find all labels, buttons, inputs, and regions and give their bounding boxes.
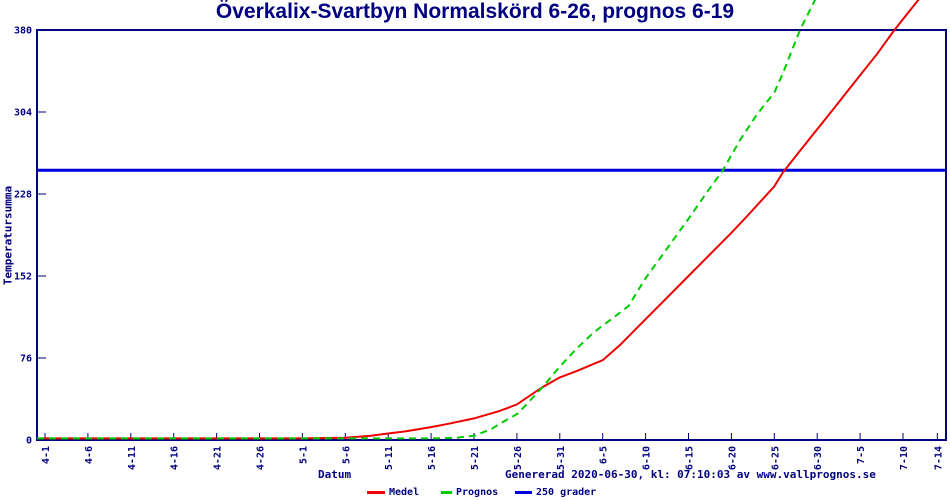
x-tick-label: 6-20 (727, 446, 738, 470)
x-tick-label: 5-11 (384, 446, 395, 470)
legend-item-medel: Medel (367, 487, 419, 498)
x-tick-label: 6-25 (770, 446, 781, 470)
x-tick-label: 6-15 (685, 446, 696, 470)
legend-label-medel: Medel (389, 487, 420, 498)
y-tick-label: 304 (14, 108, 32, 119)
legend-label-grader: 250 grader (536, 487, 597, 498)
x-tick-label: 4-1 (41, 446, 52, 464)
x-tick-label: 7-14 (933, 446, 944, 470)
generated-timestamp: Genererad 2020-06-30, kl: 07:10:03 av ww… (505, 468, 876, 481)
x-tick-label: 6-5 (599, 446, 610, 464)
x-tick-label: 4-16 (170, 446, 181, 470)
x-tick-label: 4-6 (84, 446, 95, 464)
medel-legend-line (367, 491, 385, 494)
x-tick-label: 5-21 (470, 446, 481, 470)
grader-legend-line (515, 491, 532, 494)
x-tick-label: 4-21 (213, 446, 224, 470)
x-tick-label: 7-10 (899, 446, 910, 470)
x-tick-label: 6-10 (642, 446, 653, 470)
x-axis-title: Datum (318, 468, 352, 481)
legend-item-grader: 250 grader (515, 487, 596, 498)
x-tick-label: 7-5 (856, 446, 867, 464)
plot-border (36, 29, 947, 441)
prognos-line (37, 0, 817, 440)
medel-line (37, 0, 920, 440)
y-tick-label: 0 (26, 436, 32, 447)
y-tick-label: 76 (20, 354, 32, 365)
legend-item-prognos: Prognos (441, 487, 498, 498)
legend-label-prognos: Prognos (456, 487, 499, 498)
x-tick-label: 5-16 (427, 446, 438, 470)
x-tick-label: 4-26 (256, 446, 267, 470)
y-tick-label: 380 (14, 26, 32, 37)
x-tick-label: 5-1 (298, 446, 309, 464)
prognos-legend-line (441, 491, 452, 494)
chart-title: Överkalix-Svartbyn Normalskörd 6-26, pro… (215, 0, 735, 23)
x-tick-label: 4-11 (127, 446, 138, 470)
y-tick-label: 152 (14, 272, 32, 283)
x-tick-label: 5-6 (341, 446, 352, 464)
y-tick-label: 228 (14, 190, 32, 201)
x-tick-label: 5-26 (513, 446, 524, 470)
x-tick-label: 6-30 (813, 446, 824, 470)
x-tick-label: 5-31 (556, 446, 567, 470)
